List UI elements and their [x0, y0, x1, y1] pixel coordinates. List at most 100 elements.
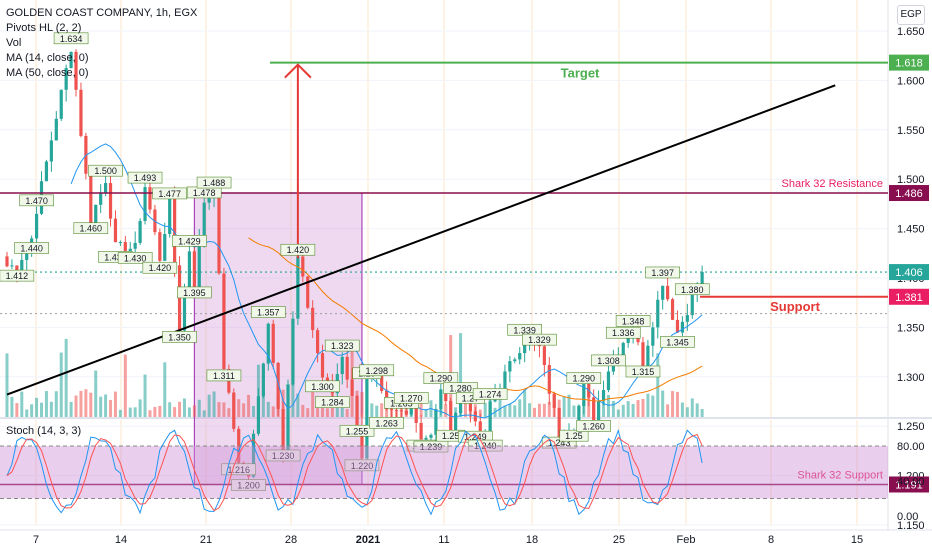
indicator-ma14[interactable]: MA (14, close, 0)	[6, 52, 89, 64]
candle-body	[113, 218, 118, 243]
candle-body	[542, 346, 546, 366]
price-tick-label: 1.150	[897, 520, 925, 532]
volume-bar	[478, 409, 482, 417]
candle-body	[34, 213, 39, 239]
pivot-label-box	[305, 380, 340, 393]
time-tick-label: 15	[851, 534, 863, 546]
candle-body	[217, 196, 221, 274]
candle-body	[320, 353, 325, 378]
candle-body	[606, 371, 611, 391]
indicator-pivots[interactable]: Pivots HL (2, 2)	[6, 22, 82, 34]
candle-body	[340, 356, 344, 375]
volume-bar	[562, 396, 566, 417]
candle-body	[222, 273, 226, 370]
price-axis-tag	[889, 264, 929, 281]
volume-bar	[685, 407, 689, 417]
pivot-label-box	[423, 372, 459, 384]
pivot-label-box	[522, 333, 557, 346]
candle-body	[389, 409, 394, 411]
volume-bar	[94, 370, 98, 417]
indicator-volume[interactable]: Vol	[6, 37, 22, 49]
candle-body	[163, 233, 167, 261]
pivot-label: 1.284	[321, 398, 344, 408]
volume-bar	[542, 403, 546, 417]
price-axis-tag	[889, 54, 929, 71]
volume-bar	[261, 390, 265, 417]
pivot-label: 1.440	[20, 243, 43, 253]
pivot-label: 1.395	[183, 288, 206, 298]
pivot-label: 1.500	[94, 166, 117, 176]
pivot-label: 1.345	[666, 337, 689, 347]
candle-body	[680, 321, 685, 333]
candle-body	[192, 251, 196, 288]
pivot-label: 1.420	[149, 263, 172, 273]
volume-bar	[498, 395, 502, 417]
candle-body	[468, 402, 473, 412]
volume-bar	[222, 402, 226, 417]
volume-bar	[237, 399, 241, 417]
indicator-ma50[interactable]: MA (50, close, 0)	[6, 67, 89, 79]
candle-body	[10, 265, 14, 267]
candle-body	[513, 359, 517, 362]
pivot-label-box	[591, 354, 626, 367]
pivot-label: 1.431	[104, 252, 127, 262]
volume-bar	[311, 389, 315, 417]
stoch-legend[interactable]: Stoch (14, 3, 3)	[6, 425, 82, 437]
candle-body	[641, 342, 645, 367]
time-tick-label: 11	[438, 534, 449, 546]
volume-bar	[158, 405, 162, 417]
time-tick-label: 25	[613, 534, 625, 546]
volume-bar	[641, 398, 645, 417]
candle-body	[69, 51, 73, 69]
volume-bar	[621, 404, 625, 417]
volume-bar	[463, 394, 467, 417]
pivot-label-box	[14, 242, 49, 254]
pivot-label-box	[53, 32, 89, 45]
pivot-label-box	[250, 306, 286, 318]
volume-bar	[513, 405, 517, 417]
candle-body	[380, 373, 384, 392]
candle-body	[656, 299, 660, 328]
price-tick-label: 1.300	[897, 372, 925, 384]
candle-body	[54, 118, 58, 141]
volume-bar	[15, 403, 19, 417]
pivot-label: 1.634	[60, 34, 83, 44]
volume-bar	[370, 403, 374, 417]
volume-bar	[266, 401, 270, 417]
candle-body	[251, 433, 256, 477]
volume-bar	[163, 362, 167, 417]
volume-bar	[518, 399, 522, 417]
volume-bar	[606, 394, 610, 417]
candle-body	[94, 204, 98, 223]
price-axis-tag-label: 1.381	[895, 292, 923, 304]
pivot-label: 1.239	[420, 442, 443, 452]
volume-bar	[89, 392, 93, 417]
volume-bar	[84, 389, 88, 417]
pivot-label-box	[315, 396, 350, 408]
time-tick-label: 21	[200, 534, 212, 546]
candle-body	[325, 377, 330, 381]
candle-body	[261, 363, 265, 397]
candle-body	[547, 365, 551, 394]
pivot-label: 1.350	[168, 332, 191, 342]
candle-body	[296, 256, 300, 319]
volume-bar	[444, 404, 448, 417]
volume-bar	[572, 405, 576, 417]
candle-body	[345, 356, 349, 380]
candle-body	[404, 410, 408, 415]
volume-bar	[5, 353, 9, 417]
volume-bar	[138, 399, 142, 417]
candle-body	[315, 330, 320, 354]
pivot-label-box	[369, 417, 404, 429]
volume-bar	[113, 391, 117, 417]
candle-body	[424, 437, 428, 440]
candle-body	[508, 361, 512, 372]
currency-button[interactable]: EGP	[897, 5, 925, 25]
volume-bar	[626, 401, 630, 417]
stoch-d-line	[6, 433, 703, 512]
time-tick-label: 8	[768, 534, 774, 546]
candle-body	[700, 272, 704, 286]
volume-bar	[168, 402, 172, 417]
candle-body	[25, 248, 29, 260]
